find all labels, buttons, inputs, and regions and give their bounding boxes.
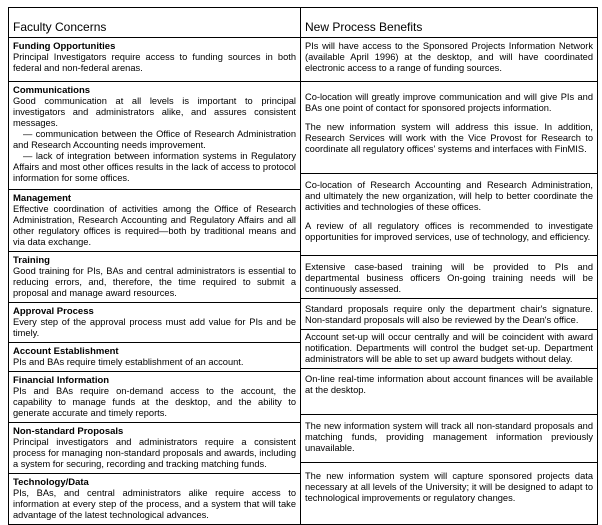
benefit-text: Co-location will greatly improve communi…	[305, 92, 593, 113]
concern-text: — communication between the Office of Re…	[13, 129, 296, 150]
benefit-text: Account set-up will occur centrally and …	[305, 332, 593, 364]
benefit-training: Extensive case-based training will be pr…	[301, 255, 597, 298]
concern-title: Funding Opportunities	[13, 41, 116, 52]
benefit-financial-information: On-line real-time information about acco…	[301, 368, 597, 414]
concern-text: Good training for PIs, BAs and central a…	[13, 266, 296, 298]
concern-communications: Communications Good communication at all…	[9, 81, 300, 189]
concern-title: Technology/Data	[13, 477, 89, 488]
benefit-account-establishment: Account set-up will occur centrally and …	[301, 329, 597, 368]
column-header-new-process-benefits: New Process Benefits	[305, 20, 423, 34]
benefit-text: A review of all regulatory offices is re…	[305, 221, 593, 242]
concern-technology-data: Technology/Data PIs, BAs, and central ad…	[9, 473, 300, 524]
concern-text: Principal Investigators require access t…	[13, 52, 296, 73]
concern-text: — lack of integration between informatio…	[13, 151, 296, 183]
concern-account-establishment: Account Establishment PIs and BAs requir…	[9, 342, 300, 371]
benefit-management: Co-location of Research Accounting and R…	[301, 173, 597, 255]
benefit-approval-process: Standard proposals require only the depa…	[301, 298, 597, 329]
benefit-text: Co-location of Research Accounting and R…	[305, 180, 593, 212]
concern-title: Communications	[13, 85, 91, 96]
concern-text: Effective coordination of activities amo…	[13, 204, 296, 247]
benefit-text: On-line real-time information about acco…	[305, 374, 593, 395]
benefit-text: The new information system will capture …	[305, 471, 593, 503]
benefit-funding: PIs will have access to the Sponsored Pr…	[301, 37, 597, 81]
benefit-technology-data: The new information system will capture …	[301, 462, 597, 524]
concern-text: PIs and BAs require on-demand access to …	[13, 386, 296, 418]
concern-approval-process: Approval Process Every step of the appro…	[9, 302, 300, 342]
concern-non-standard-proposals: Non-standard Proposals Principal investi…	[9, 422, 300, 473]
concern-management: Management Effective coordination of act…	[9, 189, 300, 251]
concern-title: Non-standard Proposals	[13, 426, 124, 437]
concern-financial-information: Financial Information PIs and BAs requir…	[9, 371, 300, 422]
column-header-faculty-concerns: Faculty Concerns	[13, 20, 107, 34]
concern-text: PIs, BAs, and central administrators ali…	[13, 488, 296, 520]
faculty-concerns-column: Faculty Concerns Funding Opportunities P…	[9, 8, 300, 524]
benefit-non-standard-proposals: The new information system will track al…	[301, 414, 597, 462]
concern-title: Financial Information	[13, 375, 110, 386]
concern-text: Good communication at all levels is impo…	[13, 96, 296, 128]
concerns-benefits-table: Faculty Concerns Funding Opportunities P…	[8, 7, 598, 525]
new-process-benefits-column: New Process Benefits PIs will have acces…	[300, 8, 597, 524]
benefit-text: The new information system will track al…	[305, 421, 593, 453]
concern-text: PIs and BAs require timely establishment…	[13, 357, 244, 367]
concern-title: Management	[13, 193, 72, 204]
concern-title: Training	[13, 255, 50, 266]
concern-training: Training Good training for PIs, BAs and …	[9, 251, 300, 302]
concern-text: Every step of the approval process must …	[13, 317, 296, 338]
concern-title: Approval Process	[13, 306, 94, 317]
benefit-text: Standard proposals require only the depa…	[305, 304, 593, 325]
benefit-text: Extensive case-based training will be pr…	[305, 262, 593, 294]
concern-funding: Funding Opportunities Principal Investig…	[9, 37, 300, 81]
concern-title: Account Establishment	[13, 346, 119, 357]
concern-text: Principal investigators and administrato…	[13, 437, 296, 469]
benefit-text: PIs will have access to the Sponsored Pr…	[305, 41, 593, 73]
benefit-communications: Co-location will greatly improve communi…	[301, 81, 597, 173]
benefit-text: The new information system will address …	[305, 122, 593, 154]
